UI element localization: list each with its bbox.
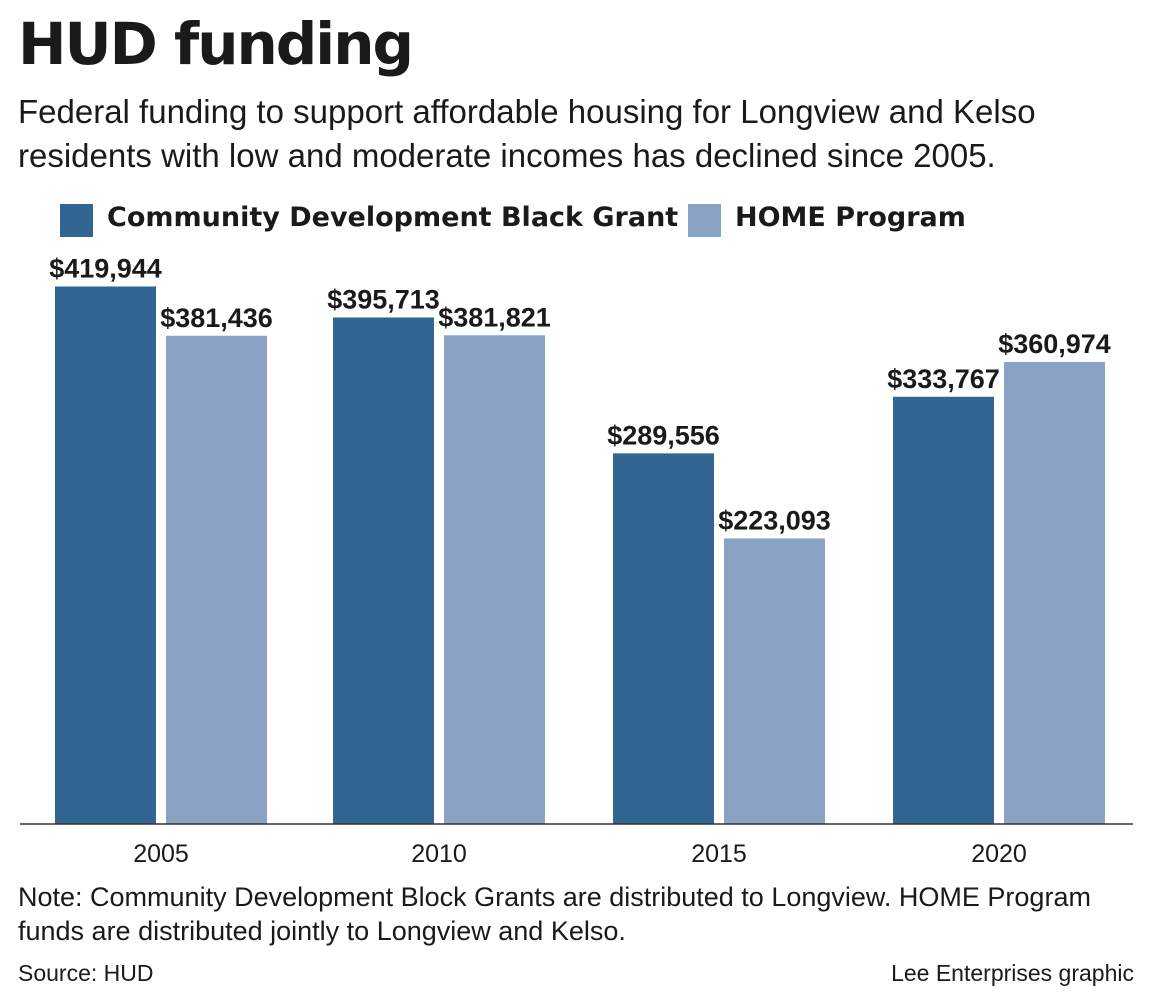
bar-value-label-2020-series-2: $360,974 bbox=[998, 329, 1111, 359]
graphic-credit: Lee Enterprises graphic bbox=[891, 960, 1134, 986]
bar-2015-series-2 bbox=[724, 538, 825, 824]
bar-2005-series-2 bbox=[166, 335, 267, 824]
bar-2005-series-1 bbox=[55, 286, 156, 824]
source-line: Source: HUD bbox=[18, 960, 154, 986]
bar-2020-series-1 bbox=[893, 396, 994, 824]
bar-value-label-2010-series-1: $395,713 bbox=[327, 284, 440, 314]
x-tick-label-2015: 2015 bbox=[691, 840, 747, 868]
bar-2010-series-1 bbox=[333, 317, 434, 824]
legend-label-home-program: HOME Program bbox=[735, 202, 966, 233]
chart-note: Note: Community Development Block Grants… bbox=[18, 882, 1091, 946]
bar-2010-series-2 bbox=[444, 335, 545, 824]
bar-2020-series-2 bbox=[1004, 361, 1105, 824]
bar-value-label-2005-series-2: $381,436 bbox=[160, 303, 273, 333]
x-tick-label-2010: 2010 bbox=[411, 840, 467, 868]
legend-swatch-home-program bbox=[688, 204, 721, 237]
chart-subtitle: Federal funding to support affordable ho… bbox=[18, 93, 1036, 174]
bar-value-label-2015-series-1: $289,556 bbox=[607, 420, 720, 450]
legend-label-community-development: Community Development Black Grant bbox=[107, 202, 679, 233]
chart-title: HUD funding bbox=[18, 10, 414, 78]
legend-swatch-community-development bbox=[60, 204, 93, 237]
bar-value-label-2005-series-1: $419,944 bbox=[49, 253, 162, 283]
bar-value-label-2020-series-1: $333,767 bbox=[887, 364, 1000, 394]
x-tick-label-2020: 2020 bbox=[971, 840, 1027, 868]
bar-chart: $419,944 $381,436 2005 $395,713$381,821 2010… bbox=[20, 253, 1133, 868]
x-tick-label-2005: 2005 bbox=[133, 840, 189, 868]
bar-2015-series-1 bbox=[613, 453, 714, 824]
bar-value-label-2010-series-2: $381,821 bbox=[438, 302, 551, 332]
bar-value-label-2015-series-2: $223,093 bbox=[718, 505, 831, 535]
